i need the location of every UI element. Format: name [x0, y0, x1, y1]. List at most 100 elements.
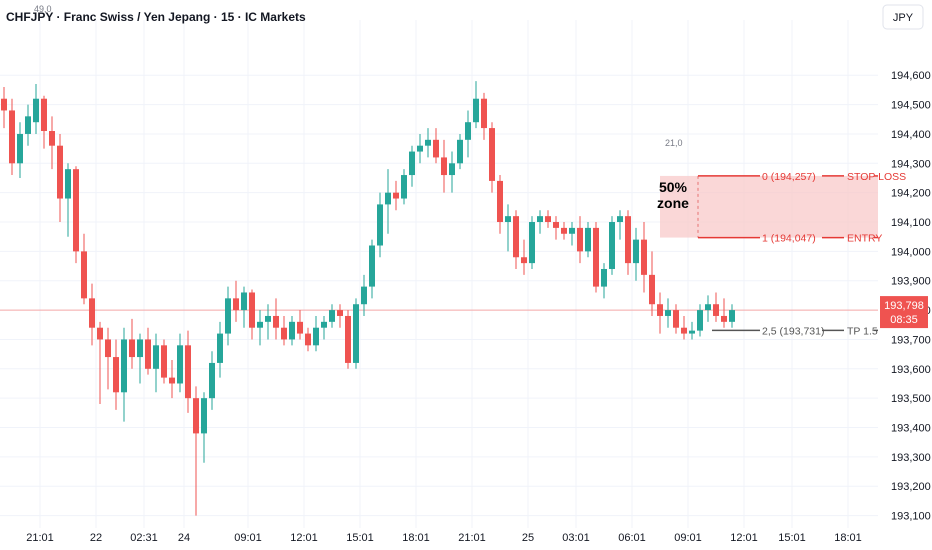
candle-body [9, 110, 15, 164]
candle-body [241, 292, 247, 311]
candle-body [113, 357, 119, 393]
candle-body [209, 362, 215, 399]
zone-label-text: zone [657, 195, 689, 211]
price-tick-label: 194,400 [891, 129, 931, 141]
risk-zone [660, 175, 878, 238]
candle-body [225, 298, 231, 334]
candle-body [65, 169, 71, 199]
candle-body [281, 327, 287, 340]
candle-body [401, 175, 407, 199]
candle-body [393, 192, 399, 199]
time-tick-label: 09:01 [234, 532, 262, 544]
price-tick-label: 193,900 [891, 276, 931, 288]
candle-body [465, 122, 471, 140]
candle-body [57, 145, 63, 199]
candle-body [305, 333, 311, 346]
candle-body [649, 274, 655, 305]
candle-body [537, 216, 543, 223]
candle-body [449, 163, 455, 176]
price-tick-label: 193,200 [891, 481, 931, 493]
candle-body [33, 98, 39, 123]
candle-body [353, 304, 359, 363]
candle-body [297, 321, 303, 334]
candle-body [457, 139, 463, 164]
candle-body [729, 310, 735, 322]
candle-body [617, 216, 623, 223]
time-tick-label: 15:01 [778, 532, 806, 544]
candle-body [481, 98, 487, 129]
time-tick-label: 24 [178, 532, 190, 544]
candle-body [369, 245, 375, 287]
candle-body [489, 128, 495, 181]
price-tick-label: 194,600 [891, 70, 931, 82]
candle-body [337, 310, 343, 316]
time-tick-label: 21:01 [458, 532, 486, 544]
candle-body [249, 292, 255, 328]
price-tick-label: 193,100 [891, 511, 931, 523]
candle-body [657, 304, 663, 316]
time-axis[interactable]: 21:01 22 02:31 24 09:01 12:01 15:01 18:01 21:01 2… [26, 532, 862, 544]
price-tick-label: 194,000 [891, 246, 931, 258]
time-tick-label: 06:01 [618, 532, 646, 544]
candle-body [721, 315, 727, 322]
candle-body [25, 116, 31, 134]
price-tick-label: 193,400 [891, 423, 931, 435]
candle-body [553, 222, 559, 228]
candle-body [545, 216, 551, 223]
time-tick-label: 25 [522, 532, 534, 544]
time-tick-label: 21:01 [26, 532, 54, 544]
candle-body [385, 192, 391, 205]
price-tick-label: 193,700 [891, 334, 931, 346]
fib-level-tag: TP 1.5 [847, 325, 878, 337]
candle-body [121, 339, 127, 393]
currency-button[interactable]: JPY [882, 4, 924, 30]
candle-body [609, 222, 615, 269]
candle-body [1, 98, 7, 111]
candle-body [313, 327, 319, 346]
candle-body [177, 345, 183, 384]
price-axis[interactable]: 194,600 194,500 194,400 194,300 194,200 194,1… [891, 70, 931, 522]
candle-body [681, 327, 687, 334]
candle-body [561, 227, 567, 234]
candle-body [425, 139, 431, 146]
risk-zone-fill[interactable] [660, 175, 878, 238]
candle-body [129, 339, 135, 358]
candle-body [689, 330, 695, 334]
candle-body [49, 131, 55, 146]
candle-body [409, 151, 415, 176]
candle-body [185, 345, 191, 399]
candle-body [625, 216, 631, 264]
candle-body [265, 315, 271, 322]
price-tick-label: 193,600 [891, 364, 931, 376]
time-tick-label: 02:31 [130, 532, 158, 544]
time-tick-label: 18:01 [402, 532, 430, 544]
candle-body [73, 169, 79, 252]
candle-body [569, 227, 575, 234]
time-tick-label: 12:01 [290, 532, 318, 544]
time-tick-label: 09:01 [674, 532, 702, 544]
zone-indicator-value: 21,0 [665, 138, 683, 148]
candle-body [433, 139, 439, 158]
candle-body [601, 268, 607, 287]
candle-body [593, 227, 599, 287]
time-tick-label: 03:01 [562, 532, 590, 544]
current-price-value: 193,798 [884, 300, 924, 312]
candle-body [585, 227, 591, 252]
candle-body [521, 257, 527, 264]
price-tick-label: 194,200 [891, 188, 931, 200]
candle-body [529, 222, 535, 264]
fib-level-label: 2,5 (193,731) [762, 325, 824, 337]
time-tick-label: 12:01 [730, 532, 758, 544]
indicator-value-top: 49,0 [34, 4, 52, 14]
candle-body [641, 239, 647, 275]
candle-body [329, 310, 335, 322]
fib-level-tag: ENTRY [847, 233, 882, 245]
candle-body [145, 339, 151, 369]
candle-body [233, 298, 239, 311]
candle-body [89, 298, 95, 328]
candle-body [345, 315, 351, 363]
zone-label-percent: 50% [659, 179, 688, 195]
candle-body [105, 339, 111, 358]
candles [1, 81, 735, 516]
